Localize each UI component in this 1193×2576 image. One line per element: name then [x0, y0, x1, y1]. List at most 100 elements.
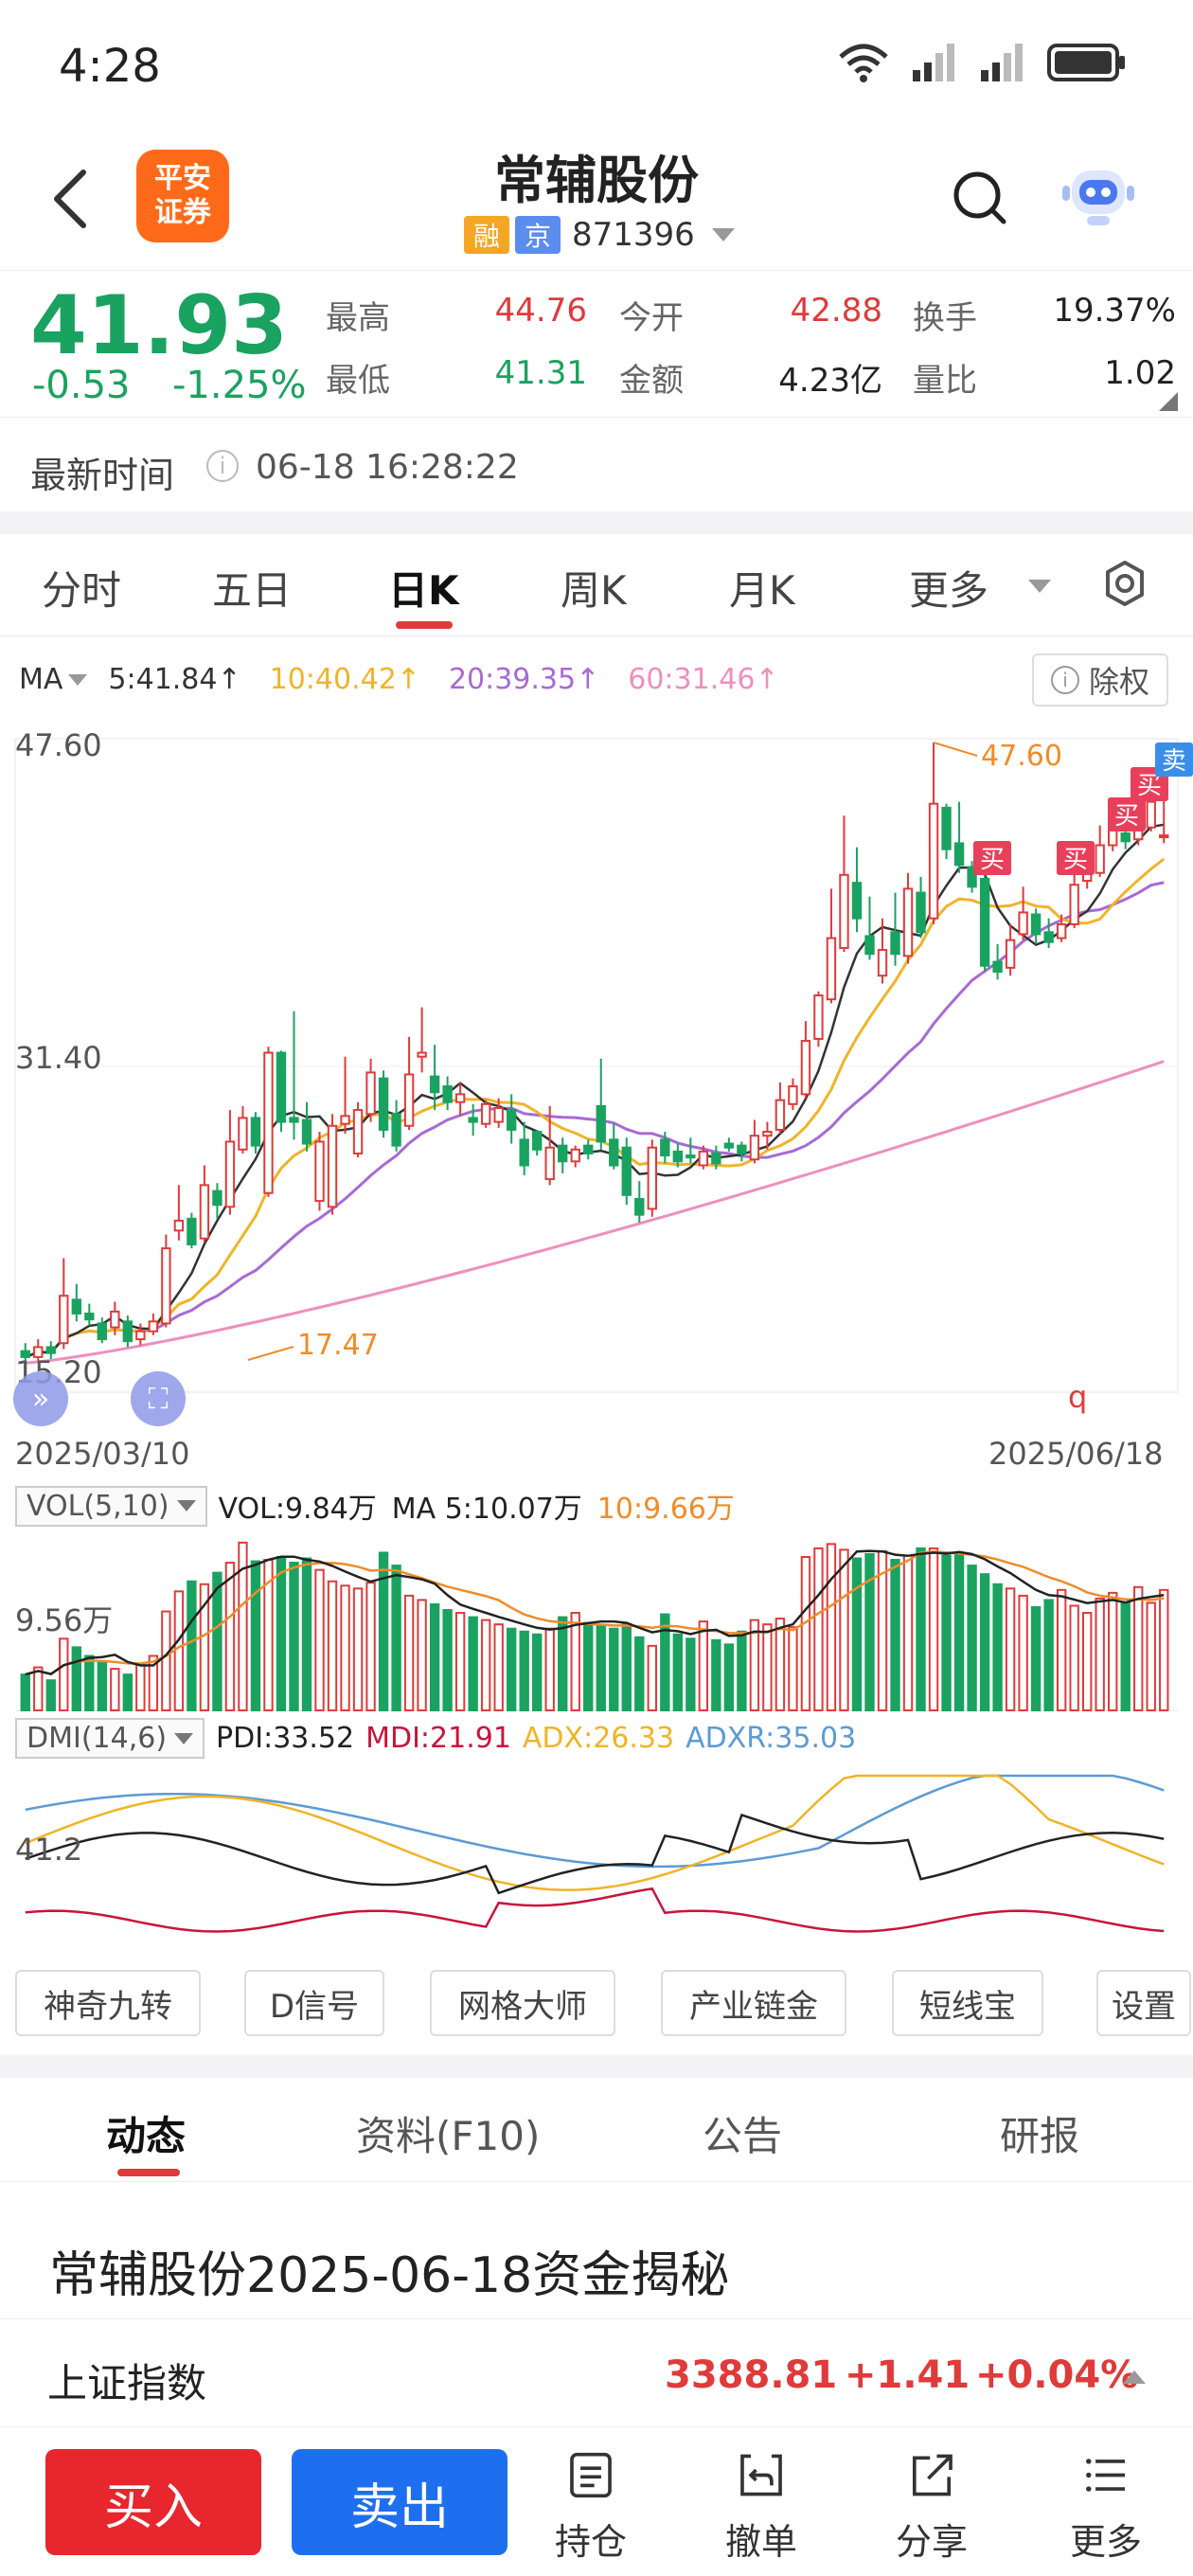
news-item-title[interactable]: 常辅股份2025-06-18资金揭秘 — [49, 2247, 730, 2304]
ma-legend[interactable]: MA 5:41.84↑ 10:40.42↑ 20:39.35↑ 60:31.46… — [19, 663, 808, 696]
volume-bar — [352, 1587, 364, 1711]
cancel-order-button[interactable]: 撤单 — [704, 2451, 818, 2565]
more-button[interactable]: 更多 — [1049, 2451, 1163, 2565]
chevron-down-icon[interactable] — [711, 228, 735, 242]
tab-f10[interactable]: 资料(F10) — [356, 2113, 541, 2159]
volume-bar — [967, 1565, 977, 1711]
volume-bar — [199, 1583, 210, 1711]
candle — [122, 1315, 134, 1348]
tool-grid-master[interactable]: 网格大师 — [430, 1970, 615, 2036]
candle-body — [135, 1330, 146, 1341]
candle — [224, 1110, 236, 1215]
tab-intraday[interactable]: 分时 — [42, 567, 122, 614]
volume-bar — [84, 1655, 95, 1712]
candle-body — [928, 802, 939, 920]
dmi-indicator-selector[interactable]: DMI(14,6) — [15, 1718, 205, 1759]
kline-chart-area[interactable]: 47.60 17.47 买买买买卖 47.60 31.40 15.20 2025/0… — [0, 720, 1193, 1951]
candle-body — [480, 1102, 491, 1125]
ma5-line — [25, 823, 1165, 1359]
open-label: 今开 — [619, 299, 684, 337]
tab-five-day[interactable]: 五日 — [212, 567, 293, 614]
tab-research[interactable]: 研报 — [1000, 2113, 1080, 2159]
volume-bar — [902, 1554, 914, 1711]
ma10-value: 10:40.42↑ — [269, 663, 420, 696]
logo-line1: 平安 — [154, 162, 211, 195]
chevron-down-icon[interactable] — [68, 673, 88, 686]
volume-bar — [1159, 1588, 1169, 1711]
stock-code-row[interactable]: 融 京 871396 — [464, 216, 735, 254]
volume-bar — [71, 1646, 81, 1712]
candle-body — [583, 1144, 594, 1154]
bottom-action-bar: 买入 卖出 持仓 撤单 分享 更多 — [0, 2428, 1193, 2576]
share-label: 分享 — [895, 2521, 968, 2563]
tab-news[interactable]: 动态 — [106, 2113, 187, 2159]
candle — [686, 1137, 696, 1164]
tab-announcements[interactable]: 公告 — [703, 2113, 783, 2159]
candle-body — [454, 1093, 466, 1103]
signal-icon-2 — [981, 44, 1023, 81]
candle-body — [941, 806, 952, 850]
tool-magic-nine[interactable]: 神奇九转 — [15, 1970, 201, 2036]
candle-body — [378, 1077, 389, 1131]
search-icon[interactable] — [947, 165, 1013, 231]
volume-ratio-label: 量比 — [913, 362, 977, 400]
dmi-legend[interactable]: DMI(14,6) PDI:33.52 MDI:21.91 ADX:26.33 … — [15, 1718, 856, 1759]
price-change-pct: -1.25% — [172, 364, 307, 407]
candle — [698, 1145, 709, 1170]
volume-bar — [33, 1666, 44, 1711]
back-icon[interactable] — [42, 161, 98, 237]
candle — [826, 888, 837, 1004]
vol-legend[interactable]: VOL(5,10) VOL:9.84万 MA 5:10.07万 10:9.66万 — [15, 1485, 735, 1527]
tab-daily-k[interactable]: 日K — [388, 567, 459, 614]
index-ticker[interactable]: 上证指数 3388.81 +1.41 +0.04% — [0, 2318, 1193, 2427]
ma20-line — [25, 881, 1165, 1359]
ai-assistant-icon[interactable] — [1059, 157, 1138, 233]
candle-body — [558, 1144, 568, 1163]
candle — [928, 742, 939, 924]
candle — [558, 1137, 568, 1173]
ma5-value: 5:41.84↑ — [108, 663, 241, 696]
candle — [941, 803, 952, 860]
volume-bar — [97, 1662, 108, 1711]
buy-button[interactable]: 买入 — [45, 2449, 261, 2555]
fullscreen-icon[interactable]: ⛶ — [131, 1371, 186, 1426]
volume-bar — [826, 1543, 837, 1711]
sell-button[interactable]: 卖出 — [292, 2449, 507, 2555]
candle-body — [199, 1184, 210, 1240]
tab-monthly-k[interactable]: 月K — [729, 567, 795, 614]
tool-d-signal[interactable]: D信号 — [244, 1970, 384, 2036]
candle — [800, 1021, 811, 1099]
volume-bar — [212, 1571, 223, 1712]
candle — [621, 1137, 632, 1206]
candle — [660, 1132, 670, 1164]
tool-industry-chain[interactable]: 产业链金 — [661, 1970, 846, 2036]
broker-logo: 平安 证券 — [136, 150, 229, 242]
pdi-value: PDI:33.52 — [216, 1722, 355, 1755]
chevron-down-icon[interactable] — [1028, 580, 1051, 593]
share-button[interactable]: 分享 — [875, 2451, 988, 2565]
more-label: 更多 — [1069, 2521, 1142, 2563]
vol-indicator-selector[interactable]: VOL(5,10) — [15, 1485, 207, 1527]
candle — [289, 1011, 299, 1140]
volume-bar — [775, 1618, 786, 1711]
candle-body — [826, 937, 837, 1001]
tab-more[interactable]: 更多 — [909, 567, 989, 614]
holdings-button[interactable]: 持仓 — [534, 2451, 648, 2565]
volume-bar — [1030, 1605, 1042, 1711]
volume-bar — [224, 1562, 236, 1711]
chevron-up-icon[interactable] — [1123, 2370, 1146, 2384]
candle-body — [596, 1104, 606, 1143]
chevron-down-icon — [174, 1732, 194, 1744]
candle-body — [122, 1320, 134, 1343]
expand-left-icon[interactable]: » — [13, 1371, 68, 1426]
gear-icon[interactable] — [1100, 559, 1149, 608]
ex-rights-button[interactable]: i 除权 — [1032, 653, 1168, 707]
info-icon[interactable]: i — [206, 450, 239, 482]
tab-weekly-k[interactable]: 周K — [561, 567, 627, 614]
tool-settings[interactable]: 设置 — [1096, 1970, 1191, 2036]
candle — [737, 1141, 747, 1162]
expand-corner-icon[interactable] — [1159, 392, 1178, 411]
tool-short-term[interactable]: 短线宝 — [892, 1970, 1043, 2036]
candle — [519, 1121, 529, 1175]
